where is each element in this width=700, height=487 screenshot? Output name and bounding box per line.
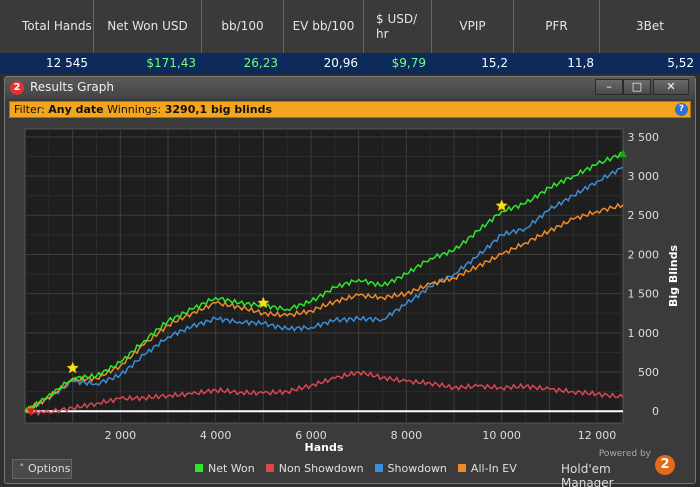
brand-powered-by: Powered by xyxy=(598,449,651,459)
legend-label-net-won: Net Won xyxy=(208,461,255,475)
x-axis-label: Hands xyxy=(305,441,344,453)
value-net-won: $171,43 xyxy=(146,56,196,70)
series-line-non-showdown xyxy=(24,370,624,417)
header-3bet[interactable]: 3Bet xyxy=(636,19,664,33)
series-line-net-won xyxy=(24,151,624,413)
value-vpip: 15,2 xyxy=(481,56,508,70)
filter-label: Filter: xyxy=(14,103,45,116)
value-3bet: 5,52 xyxy=(667,56,694,70)
results-graph-window: 2 Results Graph – □ ✕ Filter: Any date W… xyxy=(4,76,696,487)
filter-bar[interactable]: Filter: Any date Winnings: 3290,1 big bl… xyxy=(9,101,691,118)
minimize-button[interactable]: – xyxy=(595,79,623,95)
x-tick-label: 2 000 xyxy=(105,429,137,442)
brand-block: Powered by Hold'em Manager 2 xyxy=(561,449,691,487)
header-total-hands[interactable]: Total Hands xyxy=(0,0,94,53)
stats-table: Total Hands Net Won USD bb/100 EV bb/100… xyxy=(0,0,700,74)
star-annotation-icon xyxy=(256,296,270,309)
close-button[interactable]: ✕ xyxy=(653,79,689,95)
value-usd-hr: $9,79 xyxy=(391,56,426,70)
start-marker-icon xyxy=(27,408,35,417)
stats-data-row[interactable]: 12 545 $171,43 26,23 20,96 $9,79 15,2 11… xyxy=(0,53,700,74)
legend-swatch-showdown xyxy=(374,464,383,472)
legend-swatch-non-showdown xyxy=(265,464,274,472)
help-icon[interactable]: ? xyxy=(675,103,688,116)
y-tick-label: 500 xyxy=(638,366,659,379)
filter-value: Any date xyxy=(48,103,104,116)
value-bb100: 26,23 xyxy=(243,56,278,70)
legend-swatch-net-won xyxy=(195,464,203,472)
header-vpip[interactable]: VPIP xyxy=(432,0,514,53)
header-ev-bb100[interactable]: EV bb/100 xyxy=(284,0,364,53)
legend-label-showdown: Showdown xyxy=(387,461,447,475)
header-net-won[interactable]: Net Won USD xyxy=(94,0,202,53)
y-tick-label: 2 000 xyxy=(628,248,660,261)
legend-label-non-showdown: Non Showdown xyxy=(278,461,364,475)
x-tick-label: 10 000 xyxy=(482,429,521,442)
header-bb100[interactable]: bb/100 xyxy=(202,0,284,53)
star-annotation-icon xyxy=(495,199,509,212)
chart-legend: Net Won Non Showdown Showdown All-In EV xyxy=(195,460,528,476)
legend-item-net-won[interactable]: Net Won xyxy=(195,462,255,475)
legend-item-non-showdown[interactable]: Non Showdown xyxy=(265,461,364,475)
stats-header-row: Total Hands Net Won USD bb/100 EV bb/100… xyxy=(0,0,700,53)
legend-label-all-in-ev: All-In EV xyxy=(470,461,517,475)
x-tick-label: 8 000 xyxy=(391,429,423,442)
maximize-button[interactable]: □ xyxy=(623,79,651,95)
header-pfr[interactable]: PFR xyxy=(514,0,600,53)
value-total-hands: 12 545 xyxy=(46,56,88,70)
end-marker-icon xyxy=(619,149,627,158)
y-tick-label: 3 500 xyxy=(628,131,660,144)
y-axis-label: Big Blinds xyxy=(667,245,680,307)
series-line-all-in-ev xyxy=(24,202,624,414)
star-annotation-icon xyxy=(66,361,80,374)
y-tick-label: 3 000 xyxy=(628,170,660,183)
value-pfr: 11,8 xyxy=(567,56,594,70)
brand-logo-icon: 2 xyxy=(655,455,675,475)
legend-swatch-all-in-ev xyxy=(457,464,466,472)
y-tick-label: 1 500 xyxy=(628,288,660,301)
options-button[interactable]: ˄ Options xyxy=(12,459,72,479)
legend-item-showdown[interactable]: Showdown xyxy=(374,461,447,475)
title-bar[interactable]: 2 Results Graph – □ ✕ xyxy=(5,77,695,99)
winnings-label: Winnings: xyxy=(107,103,162,116)
x-tick-label: 6 000 xyxy=(295,429,327,442)
results-chart: 2 000 4 000 6 000 8 000 10 000 12 000 0 500 1 00… xyxy=(24,128,680,453)
x-tick-label: 12 000 xyxy=(578,429,617,442)
y-tick-label: 1 000 xyxy=(628,327,660,340)
x-tick-label: 4 000 xyxy=(200,429,232,442)
plot-area xyxy=(24,128,624,424)
filter-text: Filter: Any date Winnings: 3290,1 big bl… xyxy=(14,103,272,116)
brand-name: Hold'em Manager xyxy=(561,462,614,487)
app-icon: 2 xyxy=(10,81,24,95)
value-ev-bb100: 20,96 xyxy=(323,56,358,70)
header-usd-hr[interactable]: $ USD/ hr xyxy=(364,0,432,53)
y-tick-label: 2 500 xyxy=(628,209,660,222)
window-title: Results Graph xyxy=(30,80,114,94)
y-tick-label: 0 xyxy=(652,405,659,418)
winnings-value: 3290,1 big blinds xyxy=(164,103,273,116)
series-line-showdown xyxy=(24,166,624,414)
legend-item-all-in-ev[interactable]: All-In EV xyxy=(457,461,517,475)
